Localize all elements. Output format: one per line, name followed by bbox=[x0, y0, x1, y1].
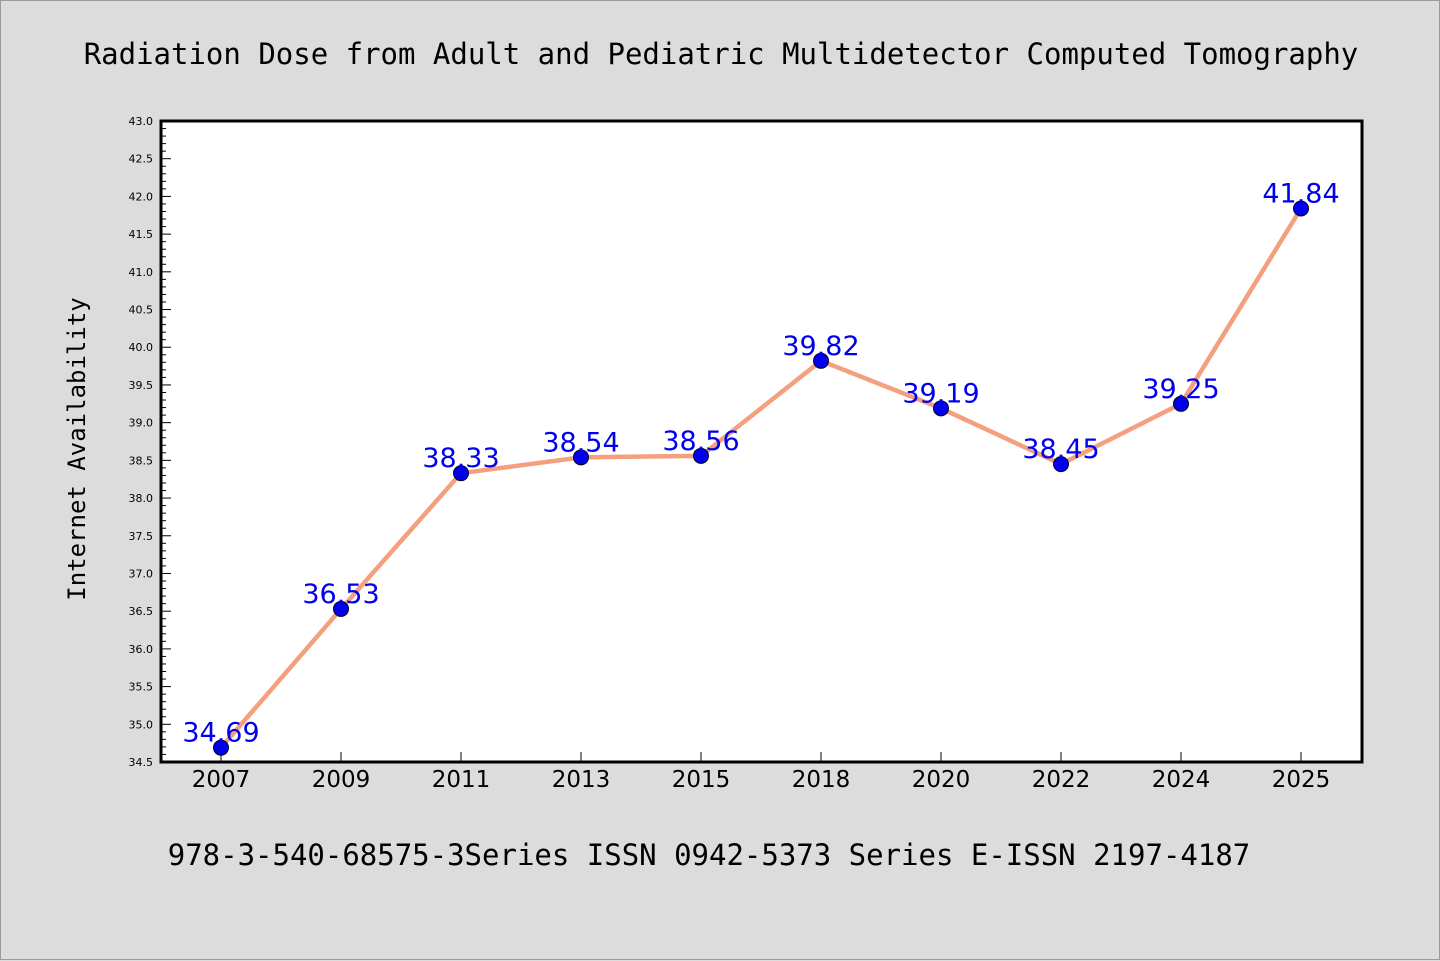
y-axis-label: Internet Availability bbox=[63, 297, 91, 600]
x-tick-label: 2015 bbox=[672, 767, 731, 793]
y-tick-label: 37.5 bbox=[129, 530, 154, 543]
x-tick-label: 2020 bbox=[912, 767, 971, 793]
y-tick-label: 42.5 bbox=[129, 153, 154, 166]
y-tick-label: 38.5 bbox=[129, 454, 154, 467]
data-label: 38.45 bbox=[1022, 434, 1099, 465]
y-tick-label: 39.0 bbox=[129, 417, 154, 430]
data-points bbox=[213, 200, 1309, 756]
y-tick-label: 35.5 bbox=[129, 681, 154, 694]
series-line-group bbox=[218, 206, 1304, 750]
x-tick-label: 2013 bbox=[552, 767, 611, 793]
data-label: 38.56 bbox=[662, 426, 739, 457]
data-point bbox=[453, 465, 469, 482]
data-point bbox=[573, 449, 589, 466]
data-point bbox=[693, 447, 709, 464]
data-labels: 34.69 36.53 38.33 38.54 38.56 39.82 39.19 38.45… bbox=[182, 178, 1339, 748]
data-point bbox=[213, 739, 229, 756]
x-tick-label: 2007 bbox=[192, 767, 251, 793]
plot-border bbox=[159, 119, 1364, 764]
data-label: 38.33 bbox=[422, 443, 499, 474]
y-tick-label: 40.0 bbox=[129, 341, 154, 354]
x-tick-label: 2022 bbox=[1032, 767, 1091, 793]
series-line bbox=[218, 206, 1304, 750]
data-point bbox=[333, 600, 349, 617]
chart-title: Radiation Dose from Adult and Pediatric … bbox=[84, 37, 1359, 71]
y-tick-label: 35.0 bbox=[129, 718, 154, 731]
x-tick-label: 2024 bbox=[1152, 767, 1211, 793]
y-tick-label: 43.0 bbox=[129, 115, 154, 128]
data-label: 41.84 bbox=[1262, 178, 1339, 209]
y-tick-label: 37.0 bbox=[129, 567, 154, 580]
data-label: 38.54 bbox=[542, 427, 619, 458]
data-label: 39.19 bbox=[902, 378, 979, 409]
data-label: 39.82 bbox=[782, 331, 859, 362]
data-point bbox=[933, 400, 949, 417]
plot-area bbox=[161, 121, 1362, 762]
data-point bbox=[1173, 395, 1189, 412]
footer-text: 978-3-540-68575-3Series ISSN 0942-5373 S… bbox=[168, 838, 1251, 872]
y-tick-label: 36.5 bbox=[129, 605, 154, 618]
y-tick-label: 41.5 bbox=[129, 228, 154, 241]
data-point bbox=[813, 352, 829, 369]
x-tick-label: 2009 bbox=[312, 767, 371, 793]
y-tick-label: 41.0 bbox=[129, 266, 154, 279]
data-point bbox=[1053, 456, 1069, 473]
y-tick-label: 39.5 bbox=[129, 379, 154, 392]
data-label: 39.25 bbox=[1142, 374, 1219, 405]
x-tick-label: 2025 bbox=[1272, 767, 1331, 793]
data-label: 34.69 bbox=[182, 718, 259, 749]
data-label: 36.53 bbox=[302, 579, 379, 610]
y-tick-label: 42.0 bbox=[129, 190, 154, 203]
y-tick-label: 34.5 bbox=[129, 756, 154, 769]
data-point bbox=[1293, 200, 1309, 217]
x-tick-label: 2011 bbox=[432, 767, 491, 793]
y-tick-label: 36.0 bbox=[129, 643, 154, 656]
x-axis: 2007 2009 2011 2013 2015 2018 2020 2022 2024 2025 bbox=[192, 752, 1331, 793]
y-tick-label: 38.0 bbox=[129, 492, 154, 505]
y-tick-label: 40.5 bbox=[129, 304, 154, 317]
x-tick-label: 2018 bbox=[792, 767, 851, 793]
